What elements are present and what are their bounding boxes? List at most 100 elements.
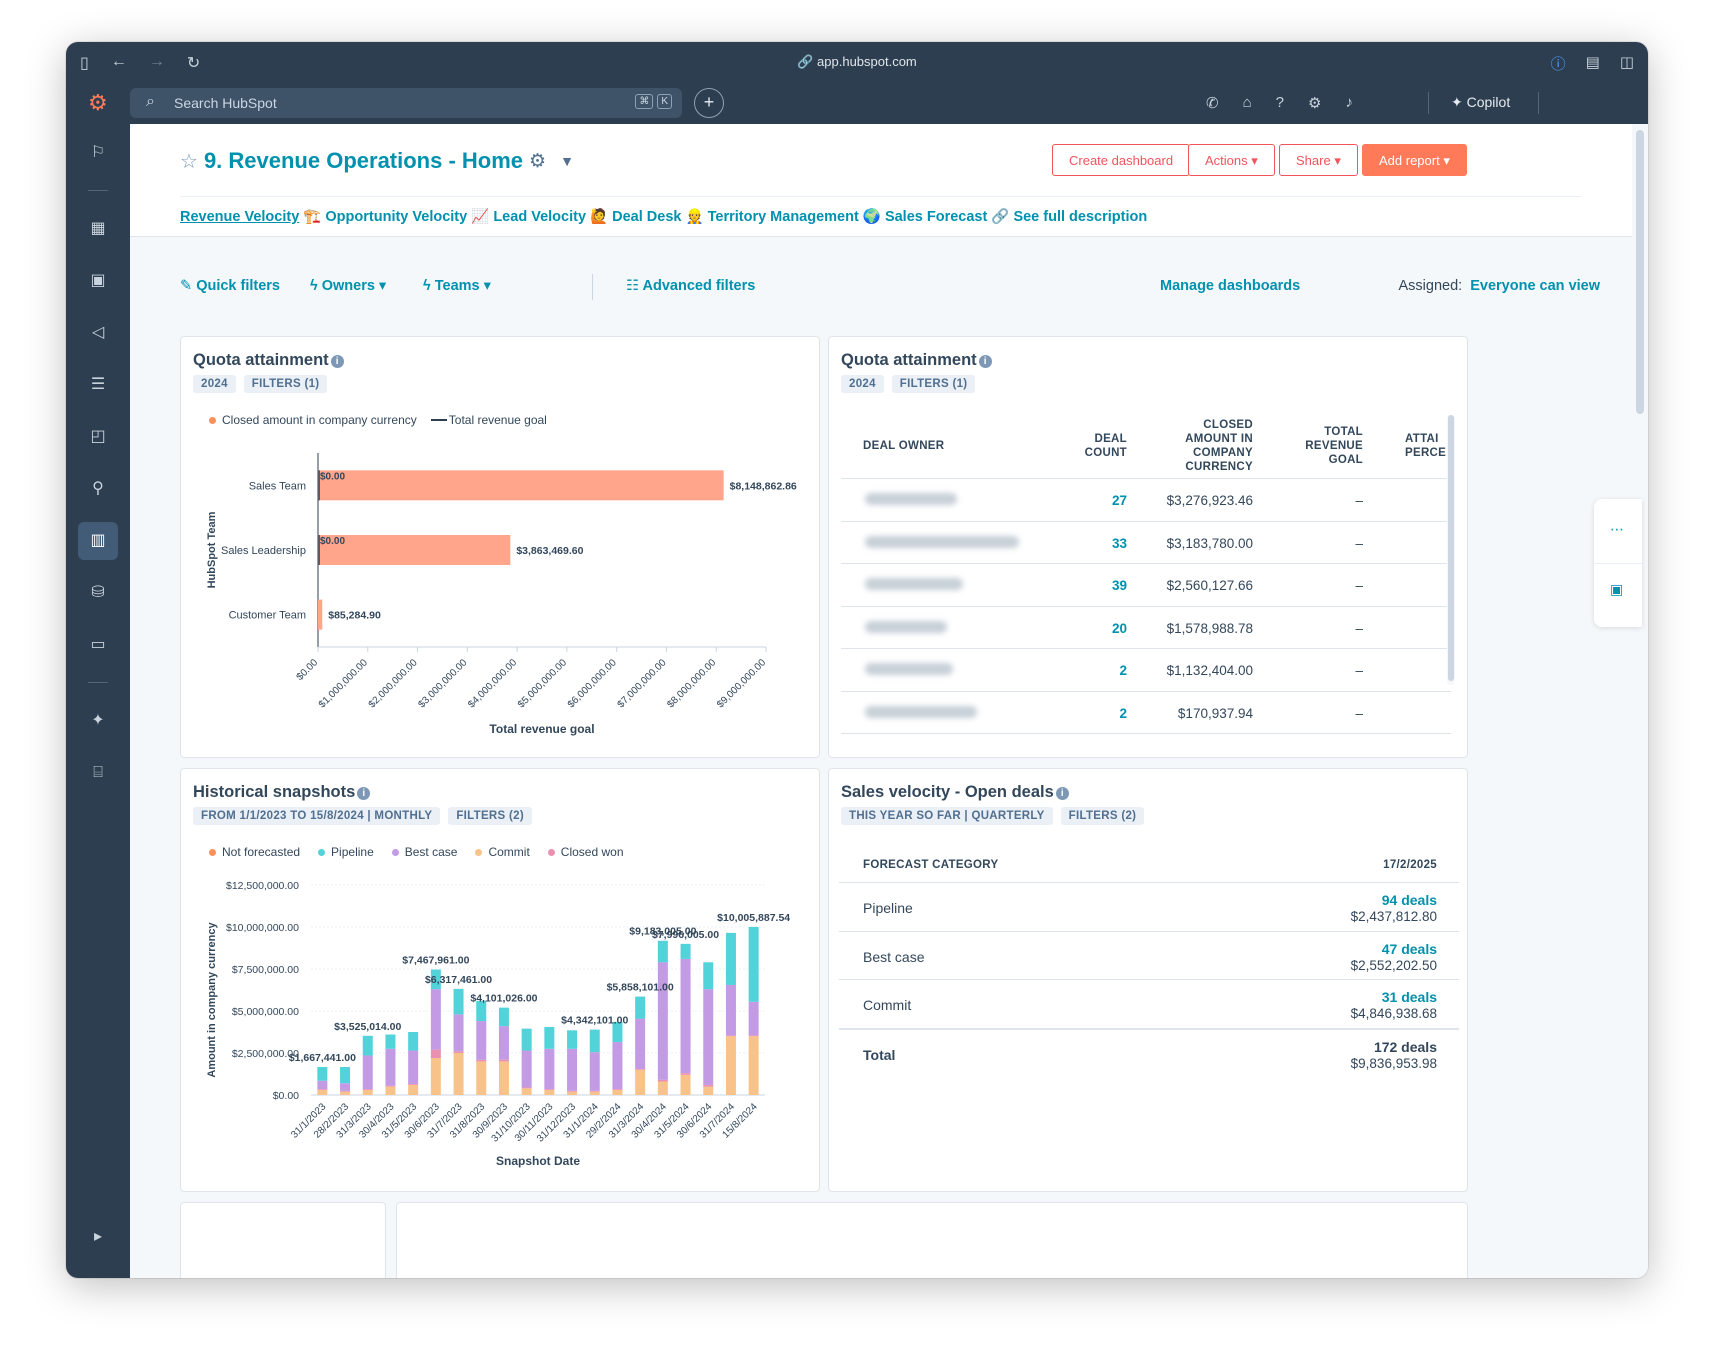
- card-title[interactable]: Historical snapshots i: [193, 783, 371, 802]
- header-total-revenue-goal[interactable]: TOTAL REVENUE GOAL: [1291, 425, 1363, 467]
- deal-count-link[interactable]: 39: [1111, 578, 1127, 593]
- legend-item[interactable]: Pipeline: [318, 845, 374, 859]
- deals-count-link[interactable]: 47 deals: [1381, 940, 1437, 957]
- password-manager-icon[interactable]: ⓘ: [1550, 56, 1566, 73]
- table-row[interactable]: Commit 31 deals $4,846,938.68: [839, 980, 1459, 1029]
- create-new-button[interactable]: +: [694, 88, 724, 118]
- favorite-star-icon[interactable]: ☆: [180, 150, 198, 173]
- header-deal-count[interactable]: DEAL COUNT: [1077, 432, 1127, 460]
- table-row[interactable]: 27 $3,276,923.46 –: [841, 479, 1451, 522]
- search-input[interactable]: ⌕ Search HubSpot ⌘ K: [130, 88, 682, 118]
- commerce-icon[interactable]: ◰: [90, 428, 106, 445]
- settings-gear-icon[interactable]: ⚙: [1307, 95, 1322, 112]
- reporting-icon[interactable]: ▥: [78, 522, 118, 560]
- date-range-tag[interactable]: 2024: [193, 375, 236, 393]
- address-bar[interactable]: 🔗 app.hubspot.com: [66, 54, 1648, 70]
- table-row[interactable]: 39 $2,560,127.66 –: [841, 564, 1451, 607]
- owners-filter[interactable]: ϟ Owners ▾: [310, 278, 387, 294]
- assigned-value-link[interactable]: Everyone can view: [1470, 278, 1600, 294]
- link-see-full-description[interactable]: See full description: [1013, 209, 1148, 225]
- filters-tag[interactable]: FILTERS (1): [243, 375, 328, 393]
- page-scrollbar[interactable]: [1636, 130, 1644, 414]
- info-icon[interactable]: i: [978, 355, 992, 368]
- bookmarks-icon[interactable]: ⚐: [90, 144, 106, 161]
- marketplace-icon[interactable]: ⌂: [1242, 94, 1252, 111]
- sidebar-toggle-icon[interactable]: ▯: [80, 55, 89, 72]
- card-title[interactable]: Quota attainment i: [193, 351, 344, 370]
- copilot-button[interactable]: ✦ Copilot: [1451, 94, 1510, 111]
- deals-count-link[interactable]: 94 deals: [1381, 892, 1437, 908]
- legend-item[interactable]: Closed won: [547, 845, 624, 859]
- manage-dashboards-link[interactable]: Manage dashboards: [1160, 278, 1300, 294]
- link-revenue-velocity[interactable]: Revenue Velocity: [180, 209, 300, 225]
- developer-icon[interactable]: ⌸: [93, 764, 103, 781]
- header-forecast-category[interactable]: FORECAST CATEGORY: [863, 859, 999, 871]
- card-title[interactable]: Quota attainment i: [841, 351, 992, 370]
- contacts-icon[interactable]: ▣: [90, 272, 106, 289]
- legend-item[interactable]: Best case: [391, 845, 457, 859]
- expand-sidebar-icon[interactable]: ▸: [93, 1228, 103, 1245]
- reload-icon[interactable]: ↻: [186, 55, 201, 72]
- filters-tag[interactable]: FILTERS (2): [1060, 807, 1145, 825]
- back-icon[interactable]: ←: [110, 53, 127, 70]
- header-date[interactable]: 17/2/2025: [1383, 859, 1437, 871]
- table-row[interactable]: Best case 47 deals $2,552,202.50: [839, 932, 1459, 980]
- hubspot-logo-icon[interactable]: ⚙: [88, 90, 108, 115]
- add-report-button[interactable]: Add report ▾: [1362, 144, 1467, 176]
- chat-icon[interactable]: ▣: [1610, 581, 1624, 597]
- link-sales-forecast[interactable]: Sales Forecast: [884, 209, 988, 225]
- data-management-icon[interactable]: ⛁: [91, 584, 105, 601]
- table-row[interactable]: 20 $1,578,988.78 –: [841, 607, 1451, 649]
- reader-icon[interactable]: ▤: [1585, 54, 1600, 71]
- advanced-filters-button[interactable]: ☷ Advanced filters: [626, 278, 755, 294]
- header-attainment-percent[interactable]: ATTAI PERCE: [1405, 432, 1446, 460]
- link-deal-desk[interactable]: Deal Desk: [612, 209, 682, 225]
- deal-count-link[interactable]: 2: [1119, 705, 1127, 721]
- legend-item[interactable]: Total revenue goal: [430, 413, 547, 427]
- table-scrollbar[interactable]: [1447, 415, 1455, 685]
- link-territory-management[interactable]: Territory Management: [707, 209, 859, 225]
- keyboard-icon[interactable]: ⋯: [1610, 521, 1624, 537]
- link-lead-velocity[interactable]: Lead Velocity: [493, 209, 587, 225]
- dashboard-title[interactable]: ☆ 9. Revenue Operations - Home ⚙ ▼: [180, 148, 574, 174]
- create-dashboard-button[interactable]: Create dashboard: [1052, 144, 1191, 176]
- date-range-tag[interactable]: 2024: [841, 375, 884, 393]
- content-icon[interactable]: ☰: [90, 376, 106, 393]
- card-title[interactable]: Sales velocity - Open deals i: [841, 783, 1069, 802]
- phone-icon[interactable]: ✆: [1206, 95, 1219, 112]
- info-icon[interactable]: i: [330, 355, 344, 368]
- notifications-bell-icon[interactable]: ♪: [1345, 94, 1353, 111]
- table-row[interactable]: 33 $3,183,780.00 –: [841, 522, 1451, 564]
- table-row[interactable]: 2 $1,132,404.00 –: [841, 649, 1451, 692]
- link-opportunity-velocity[interactable]: Opportunity Velocity: [325, 209, 468, 225]
- deal-count-link[interactable]: 2: [1119, 663, 1127, 678]
- date-range-tag[interactable]: FROM 1/1/2023 TO 15/8/2024 | MONTHLY: [193, 807, 441, 825]
- legend-item[interactable]: Not forecasted: [209, 845, 300, 859]
- deals-count-link[interactable]: 31 deals: [1381, 989, 1437, 1005]
- workspaces-icon[interactable]: ▦: [90, 220, 106, 237]
- deal-count-link[interactable]: 33: [1111, 535, 1127, 551]
- info-icon[interactable]: i: [1055, 787, 1069, 800]
- legend-item[interactable]: Commit: [475, 845, 530, 859]
- info-icon[interactable]: i: [357, 787, 371, 800]
- forward-icon[interactable]: →: [148, 53, 165, 70]
- filters-tag[interactable]: FILTERS (2): [448, 807, 532, 825]
- help-icon[interactable]: ?: [1275, 94, 1284, 111]
- table-row[interactable]: Pipeline 94 deals $2,437,812.80: [839, 883, 1459, 932]
- deal-count-link[interactable]: 27: [1111, 493, 1127, 508]
- filters-tag[interactable]: FILTERS (1): [891, 375, 976, 393]
- library-folder-icon[interactable]: ▭: [90, 636, 106, 653]
- header-deal-owner[interactable]: DEAL OWNER: [863, 439, 944, 453]
- chevron-down-icon[interactable]: ▼: [560, 153, 574, 169]
- automation-icon[interactable]: ⚲: [92, 480, 104, 497]
- split-view-icon[interactable]: ◫: [1619, 54, 1634, 71]
- table-scrollbar-thumb[interactable]: [1448, 415, 1454, 681]
- table-row[interactable]: 2 $170,937.94 –: [841, 692, 1451, 734]
- teams-filter[interactable]: ϟ Teams ▾: [423, 278, 491, 294]
- marketing-icon[interactable]: ◁: [91, 324, 105, 341]
- actions-button[interactable]: Actions ▾: [1188, 144, 1275, 176]
- header-closed-amount[interactable]: CLOSED AMOUNT IN COMPANY CURRENCY: [1157, 418, 1253, 474]
- breeze-ai-icon[interactable]: ✦: [91, 712, 105, 729]
- quick-filters-button[interactable]: ✎ Quick filters: [180, 278, 280, 294]
- legend-item[interactable]: Closed amount in company currency: [209, 413, 417, 427]
